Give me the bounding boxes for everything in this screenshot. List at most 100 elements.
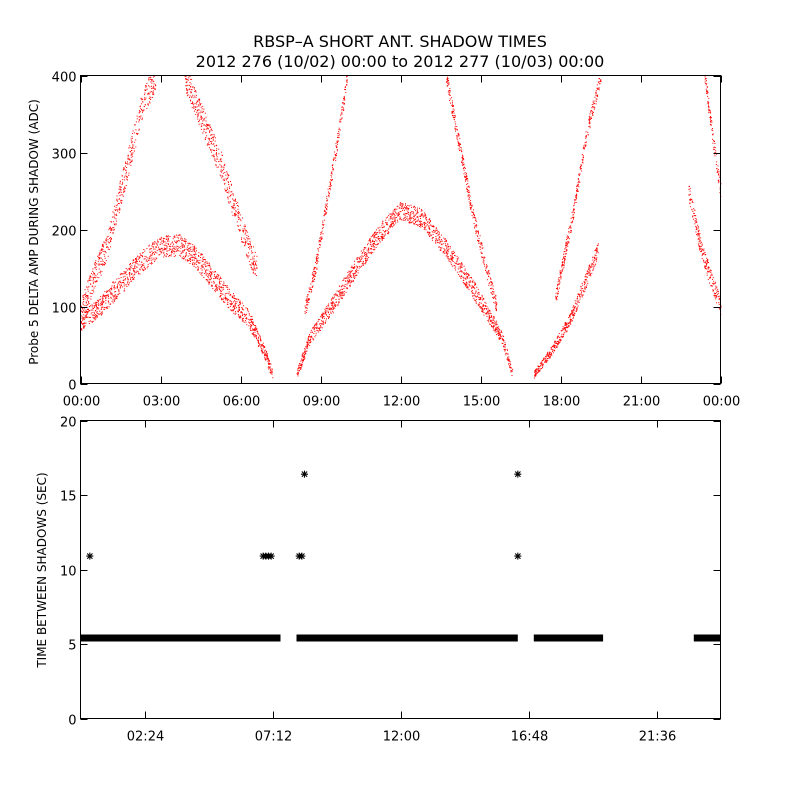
top-data-point — [189, 263, 191, 264]
top-data-point — [81, 321, 83, 323]
top-data-point — [110, 221, 112, 222]
top-data-point — [478, 238, 480, 239]
top-data-point — [110, 297, 112, 299]
top-data-point — [165, 236, 167, 237]
top-data-point — [233, 203, 235, 205]
top-data-point — [559, 342, 561, 343]
top-data-point — [188, 243, 190, 245]
top-data-point — [263, 352, 265, 354]
top-data-point — [148, 245, 150, 247]
top-data-point — [219, 288, 220, 290]
top-data-point — [205, 279, 207, 281]
top-data-point — [210, 276, 212, 278]
top-data-point — [554, 345, 555, 347]
top-data-point — [259, 337, 261, 339]
top-data-point — [89, 292, 91, 294]
top-data-point — [561, 269, 563, 271]
top-data-point — [313, 339, 315, 341]
top-data-point — [315, 324, 317, 326]
top-data-point — [235, 203, 237, 204]
top-data-point — [149, 252, 151, 253]
top-data-point — [86, 313, 88, 315]
top-data-point — [198, 262, 200, 264]
top-data-point — [558, 277, 560, 279]
top-data-point — [99, 253, 101, 255]
top-data-point — [167, 244, 169, 245]
top-data-point — [186, 81, 188, 83]
top-data-point — [447, 243, 449, 245]
top-data-point — [588, 267, 589, 269]
top-data-point — [112, 302, 114, 304]
top-data-point — [595, 252, 597, 254]
top-data-point — [82, 311, 84, 312]
top-data-point — [122, 183, 124, 185]
top-data-point — [153, 257, 155, 259]
top-data-point — [371, 235, 373, 237]
top-data-point — [422, 225, 423, 227]
top-data-point — [570, 225, 572, 227]
top-data-point — [320, 232, 322, 234]
top-data-point — [426, 219, 428, 221]
top-data-point — [151, 96, 153, 98]
top-data-point — [139, 260, 140, 262]
top-data-point — [483, 256, 485, 258]
top-data-point — [234, 297, 235, 299]
top-data-point — [185, 78, 187, 80]
top-data-point — [493, 330, 495, 332]
top-data-point — [217, 276, 219, 278]
top-data-point — [221, 293, 223, 295]
top-data-point — [209, 138, 211, 139]
top-data-point — [387, 231, 389, 233]
top-data-point — [504, 344, 506, 346]
top-data-point — [497, 329, 499, 331]
top-data-point — [209, 264, 211, 266]
top-data-point — [583, 282, 585, 284]
top-data-point — [444, 238, 446, 240]
top-data-point — [321, 232, 323, 234]
top-data-point — [129, 159, 131, 161]
top-data-point — [359, 259, 361, 261]
top-data-point — [574, 307, 576, 309]
top-data-point — [301, 359, 303, 361]
top-data-point — [556, 286, 558, 288]
top-data-point — [110, 237, 112, 238]
top-data-point — [308, 291, 310, 293]
top-data-point — [408, 205, 410, 207]
top-data-point — [115, 297, 117, 299]
top-data-point — [268, 362, 270, 364]
top-data-point — [101, 301, 103, 303]
top-data-point — [469, 281, 471, 283]
top-data-point — [202, 120, 204, 122]
top-data-point — [306, 343, 308, 345]
top-data-point — [171, 251, 173, 253]
top-data-point — [341, 106, 343, 108]
top-data-point — [231, 301, 232, 303]
top-data-point — [324, 312, 326, 314]
top-data-point — [305, 299, 307, 301]
top-data-point — [491, 293, 493, 295]
top-data-point — [134, 273, 136, 275]
top-data-point — [184, 238, 185, 240]
top-data-point — [462, 154, 463, 156]
top-data-point — [447, 84, 449, 86]
top-data-point — [163, 238, 164, 240]
top-data-point — [299, 367, 301, 369]
top-data-point — [147, 103, 149, 105]
top-data-point — [86, 299, 88, 301]
top-data-point — [232, 193, 234, 195]
top-data-point — [129, 269, 131, 271]
top-data-point — [506, 348, 508, 350]
top-data-point — [480, 252, 482, 254]
top-data-point — [586, 284, 588, 286]
top-data-point — [486, 279, 488, 281]
top-data-point — [592, 106, 594, 108]
top-data-point — [553, 349, 555, 351]
top-data-point — [225, 298, 227, 300]
top-data-point — [581, 159, 583, 161]
top-data-point — [195, 91, 197, 93]
top-data-point — [131, 276, 133, 278]
top-data-point — [487, 313, 489, 315]
top-data-point — [310, 339, 311, 341]
top-data-point — [441, 247, 443, 249]
top-data-point — [128, 147, 130, 149]
